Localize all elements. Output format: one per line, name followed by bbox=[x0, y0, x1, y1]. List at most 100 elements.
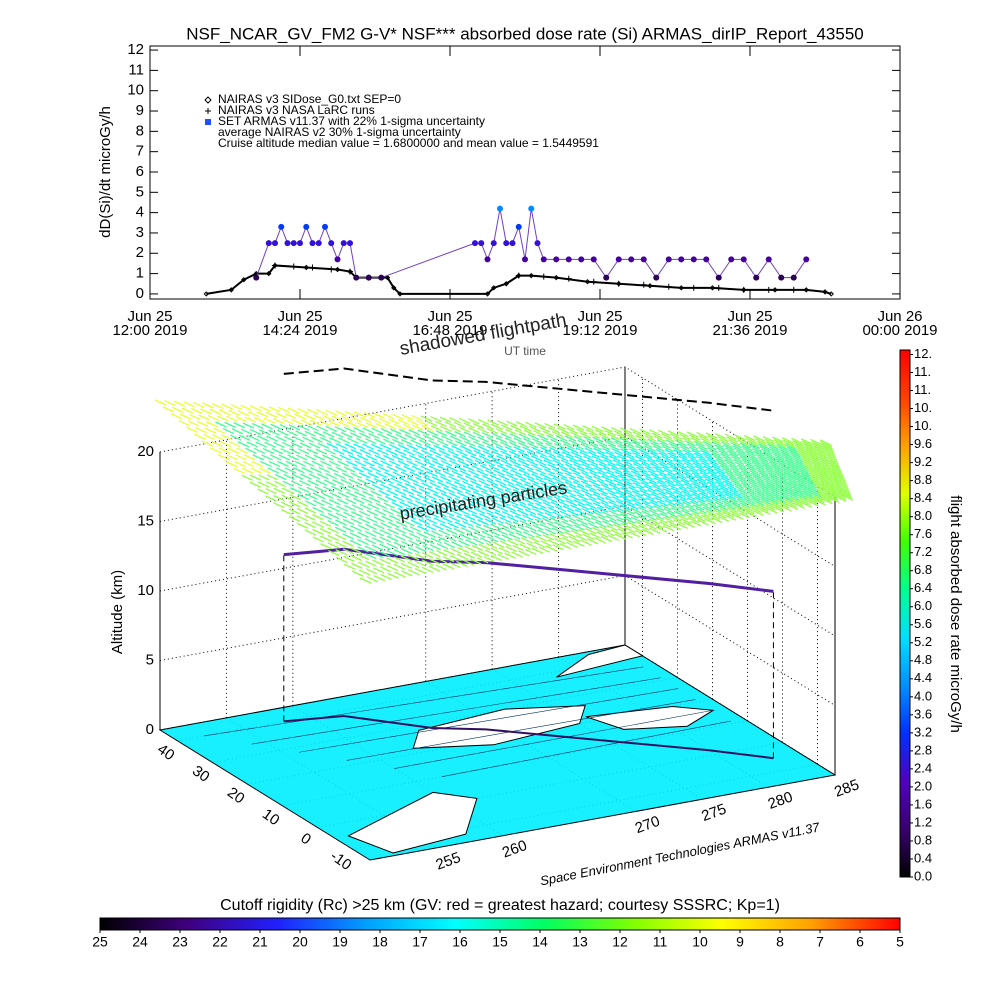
particle-hatch bbox=[667, 452, 679, 459]
particle-hatch bbox=[662, 516, 675, 523]
particle-hatch bbox=[735, 436, 748, 444]
particle-hatch bbox=[702, 475, 714, 482]
particle-hatch bbox=[221, 403, 233, 410]
particle-hatch bbox=[641, 462, 653, 470]
particle-hatch bbox=[386, 489, 399, 496]
particle-hatch bbox=[273, 441, 285, 448]
particle-hatch bbox=[419, 439, 431, 446]
data-point bbox=[553, 256, 560, 263]
particle-hatch bbox=[473, 450, 486, 457]
data-point bbox=[753, 274, 760, 281]
particle-hatch bbox=[445, 528, 458, 535]
particle-hatch bbox=[245, 447, 257, 454]
particle-hatch bbox=[788, 494, 801, 502]
particle-hatch bbox=[319, 420, 331, 427]
particle-hatch bbox=[750, 484, 762, 491]
particle-hatch bbox=[240, 428, 253, 435]
particle-hatch bbox=[612, 487, 624, 494]
legend-label: NAIRAS v3 SIDose_G0.txt SEP=0 bbox=[218, 92, 401, 106]
particle-hatch bbox=[491, 500, 503, 507]
particle-hatch bbox=[588, 480, 601, 487]
particle-hatch bbox=[546, 434, 558, 441]
particle-hatch bbox=[312, 506, 324, 514]
particle-hatch bbox=[448, 475, 460, 482]
particle-hatch bbox=[681, 459, 693, 466]
particle-hatch bbox=[766, 472, 779, 479]
particle-hatch bbox=[558, 526, 571, 533]
particle-hatch bbox=[317, 442, 330, 449]
particle-hatch bbox=[791, 456, 804, 463]
particle-hatch bbox=[780, 451, 792, 458]
particle-hatch bbox=[312, 521, 324, 528]
particle-hatch bbox=[758, 483, 770, 491]
particle-hatch bbox=[525, 493, 538, 500]
particle-hatch bbox=[776, 443, 788, 451]
particle-hatch bbox=[412, 482, 425, 489]
particle-hatch bbox=[267, 467, 280, 474]
particle-hatch bbox=[762, 435, 775, 443]
particle-hatch bbox=[607, 463, 619, 470]
particle-hatch bbox=[547, 539, 559, 546]
lat-tick-label: 0 bbox=[298, 830, 315, 849]
particle-hatch bbox=[449, 417, 461, 424]
particle-hatch bbox=[172, 406, 184, 413]
particle-hatch bbox=[313, 431, 326, 438]
particle-hatch bbox=[680, 518, 692, 525]
particle-hatch bbox=[350, 432, 362, 439]
particle-hatch bbox=[330, 485, 343, 492]
colorbar-tick-label: 5.6 bbox=[914, 616, 932, 631]
particle-hatch bbox=[393, 556, 406, 563]
particle-hatch bbox=[386, 535, 399, 542]
particle-hatch bbox=[631, 490, 644, 497]
particle-hatch bbox=[648, 509, 661, 516]
particle-hatch bbox=[711, 487, 724, 494]
particle-hatch bbox=[401, 533, 414, 541]
particle-hatch bbox=[552, 468, 564, 475]
particle-hatch bbox=[535, 502, 547, 509]
data-point bbox=[690, 284, 697, 291]
particle-hatch bbox=[599, 525, 611, 533]
particle-hatch bbox=[808, 472, 820, 479]
particle-hatch bbox=[386, 433, 398, 440]
data-point bbox=[534, 240, 541, 247]
map-water bbox=[556, 644, 644, 678]
particle-hatch bbox=[665, 439, 678, 446]
particle-hatch bbox=[464, 475, 477, 482]
particle-hatch bbox=[671, 446, 683, 453]
colorbar-tick-label: 11. bbox=[914, 382, 931, 397]
particle-hatch bbox=[241, 474, 253, 481]
particle-hatch bbox=[648, 481, 661, 488]
particle-hatch bbox=[495, 437, 508, 444]
particle-hatch bbox=[549, 446, 561, 454]
particle-hatch bbox=[792, 458, 805, 465]
particle-hatch bbox=[754, 502, 767, 509]
particle-hatch bbox=[379, 566, 392, 573]
particle-hatch bbox=[435, 511, 447, 518]
particle-hatch bbox=[619, 504, 632, 511]
particle-hatch bbox=[547, 464, 560, 471]
particle-hatch bbox=[754, 490, 766, 497]
colorbar-tick-label: 24 bbox=[132, 934, 148, 950]
particle-hatch bbox=[312, 536, 324, 543]
particle-hatch bbox=[557, 447, 570, 454]
particle-hatch bbox=[327, 527, 339, 534]
particle-hatch bbox=[435, 420, 447, 428]
data-point bbox=[803, 287, 809, 293]
particle-hatch bbox=[368, 432, 380, 439]
particle-hatch bbox=[747, 503, 760, 511]
particle-hatch bbox=[342, 518, 355, 525]
particle-hatch bbox=[233, 422, 246, 429]
particle-hatch bbox=[499, 500, 511, 507]
particle-hatch bbox=[803, 492, 815, 500]
data-point bbox=[347, 240, 353, 247]
particle-hatch bbox=[519, 520, 532, 527]
particle-hatch bbox=[611, 448, 623, 455]
particle-hatch bbox=[343, 426, 356, 433]
particle-hatch bbox=[564, 515, 576, 522]
particle-hatch bbox=[736, 509, 748, 516]
particle-hatch bbox=[611, 496, 624, 503]
particle-hatch bbox=[607, 433, 620, 440]
particle-hatch bbox=[608, 483, 621, 490]
particle-hatch bbox=[610, 426, 623, 434]
particle-hatch bbox=[705, 468, 718, 475]
